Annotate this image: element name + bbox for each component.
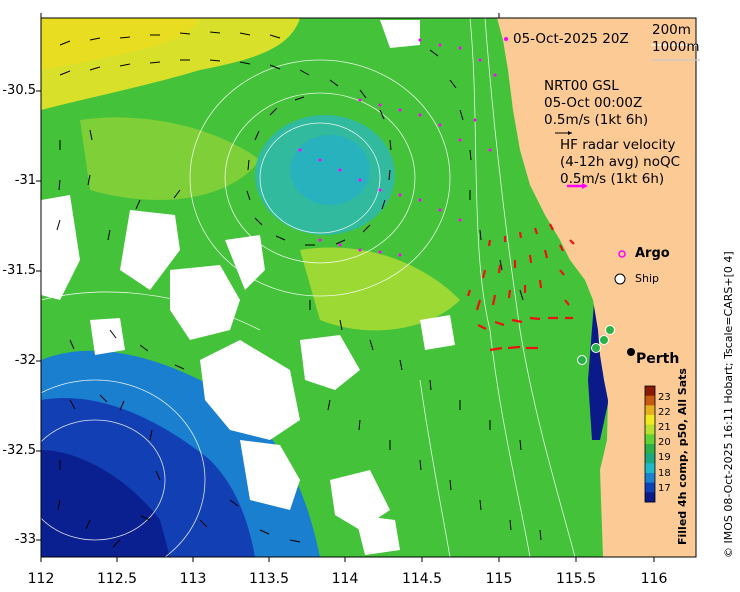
colorbar-segment xyxy=(645,453,655,464)
magenta-vectors xyxy=(298,38,497,257)
model-time: 05-Oct 00:00Z xyxy=(544,95,643,111)
ship-label: Ship xyxy=(635,272,659,285)
colorbar-segment xyxy=(645,386,655,397)
colorbar-segment xyxy=(645,473,655,484)
colorbar-segment xyxy=(645,395,655,406)
cloud-mask xyxy=(41,20,455,555)
colorbar-tick: 18 xyxy=(658,468,671,479)
radar-scale-arrow xyxy=(567,183,588,189)
y-tick-label: -31.5 xyxy=(2,263,36,278)
y-tick-label: -31 xyxy=(14,173,36,188)
y-tick-label: -32.5 xyxy=(2,443,36,458)
warm-band-2 xyxy=(300,247,460,331)
contours xyxy=(41,18,576,557)
colorbar xyxy=(644,385,656,503)
colorbar-frame xyxy=(644,385,656,503)
current-vectors xyxy=(56,31,542,548)
plot-frame xyxy=(40,17,697,558)
y-tick-label: -32 xyxy=(14,353,36,368)
argo-symbol xyxy=(618,250,626,258)
colorbar-segment xyxy=(645,492,655,503)
x-tick-label: 114 xyxy=(331,571,359,587)
colorbar-segment xyxy=(645,463,655,474)
colorbar-segment xyxy=(645,434,655,445)
colorbar-tick: 17 xyxy=(658,483,671,494)
x-tick-label: 114.5 xyxy=(401,571,443,587)
colorbar-segment xyxy=(645,482,655,493)
contour-1000m-label: 1000m xyxy=(652,39,700,55)
coldest-water-region xyxy=(41,450,170,557)
x-tick-label: 113.5 xyxy=(248,571,290,587)
x-tick-label: 115.5 xyxy=(555,571,597,587)
model-scale-arrow xyxy=(555,131,572,135)
x-tick-label: 113 xyxy=(179,571,207,587)
colorbar-segment xyxy=(645,444,655,455)
contour-200m-label: 200m xyxy=(652,22,691,38)
colorbar-tick: 21 xyxy=(658,422,671,433)
argo-label: Argo xyxy=(635,246,670,261)
warm-band xyxy=(80,117,260,200)
x-tick-label: 112.5 xyxy=(96,571,138,587)
product-caption: Filled 4h comp, p50, All Sats xyxy=(676,368,689,545)
warm-water-core xyxy=(41,18,200,70)
y-tick-label: -33 xyxy=(14,532,36,547)
timestamp-marker xyxy=(504,37,508,41)
colorbar-segment xyxy=(645,424,655,435)
colorbar-tick: 19 xyxy=(658,452,671,463)
colorbar-tick: 23 xyxy=(658,392,671,403)
radar-averaging: (4-12h avg) noQC xyxy=(560,154,681,170)
radar-vectors xyxy=(466,223,575,352)
colorbar-segment xyxy=(645,405,655,416)
axis-ticks xyxy=(36,13,655,562)
timestamp-label: 05-Oct-2025 20Z xyxy=(513,31,629,47)
colorbar-tick: 22 xyxy=(658,407,671,418)
x-tick-label: 116 xyxy=(640,571,668,587)
coastal-ships xyxy=(577,325,615,365)
model-name: NRT00 GSL xyxy=(544,78,619,94)
model-scale: 0.5m/s (1kt 6h) xyxy=(544,112,649,128)
x-tick-label: 115 xyxy=(485,571,513,587)
radar-title: HF radar velocity xyxy=(560,137,676,153)
colorbar-segment xyxy=(645,415,655,426)
y-tick-label: -30.5 xyxy=(2,83,36,98)
perth-marker xyxy=(627,348,635,356)
city-label: Perth xyxy=(636,351,680,367)
credit-line: © IMOS 08-Oct-2025 16:11 Hobart; Tscale=… xyxy=(722,251,735,558)
radar-scale: 0.5m/s (1kt 6h) xyxy=(560,171,665,187)
colorbar-tick: 20 xyxy=(658,437,671,448)
ship-symbol xyxy=(614,273,626,285)
cool-eddy-core xyxy=(290,135,370,205)
x-tick-label: 112 xyxy=(27,571,55,587)
